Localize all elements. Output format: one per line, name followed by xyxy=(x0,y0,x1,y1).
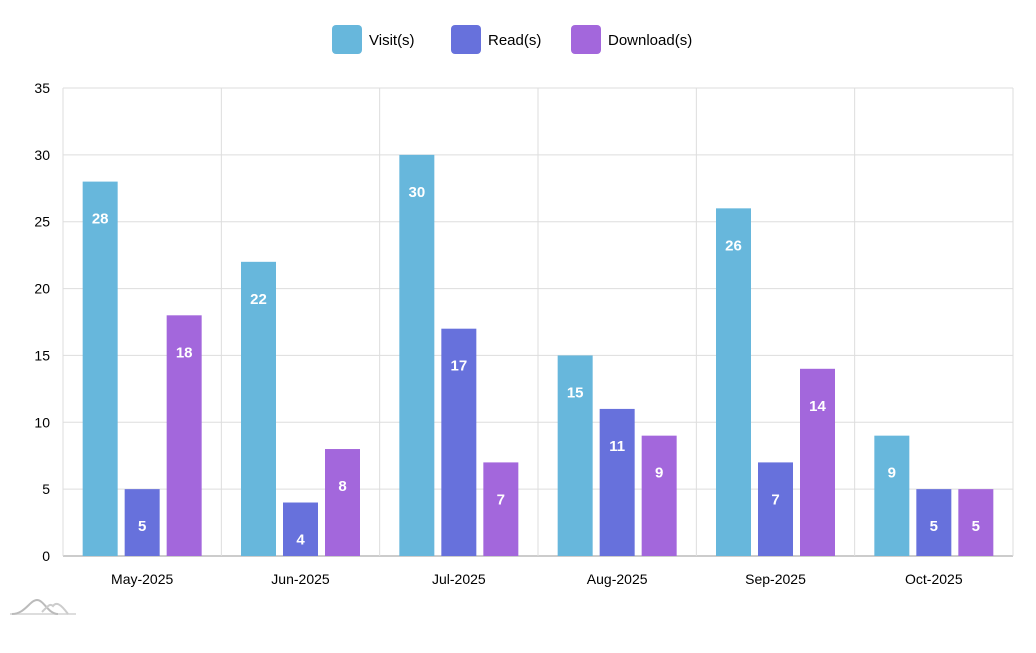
bar-reads[interactable] xyxy=(758,462,793,556)
legend-label: Download(s) xyxy=(608,32,692,49)
bar-downloads[interactable] xyxy=(800,368,835,556)
x-tick-label: Oct-2025 xyxy=(905,571,963,587)
legend-item[interactable]: Download(s) xyxy=(571,25,692,54)
data-label: 5 xyxy=(138,518,146,535)
bar-reads[interactable] xyxy=(283,502,318,556)
data-label: 9 xyxy=(655,465,663,482)
legend-item[interactable]: Visit(s) xyxy=(332,25,415,54)
data-label: 15 xyxy=(567,384,584,401)
bar-reads[interactable] xyxy=(441,328,477,556)
legend-item[interactable]: Read(s) xyxy=(451,25,541,54)
bar-downloads[interactable] xyxy=(483,462,519,556)
bar-downloads[interactable] xyxy=(166,315,202,556)
bar-visits[interactable] xyxy=(557,355,593,556)
y-tick-label: 15 xyxy=(34,347,50,363)
legend-marker xyxy=(332,25,362,54)
bar-reads[interactable] xyxy=(599,408,635,556)
bar-visits[interactable] xyxy=(82,181,118,556)
data-label: 5 xyxy=(972,518,980,535)
data-label: 18 xyxy=(176,344,193,361)
legend-marker xyxy=(571,25,601,54)
data-label: 17 xyxy=(450,358,467,375)
legend-label: Read(s) xyxy=(488,32,541,49)
data-label: 22 xyxy=(250,291,267,308)
data-label: 8 xyxy=(338,478,346,495)
bar-visits[interactable] xyxy=(399,154,435,556)
bar-downloads[interactable] xyxy=(325,449,360,556)
y-tick-label: 25 xyxy=(34,214,50,230)
y-tick-label: 35 xyxy=(34,80,50,96)
bar-reads[interactable] xyxy=(916,489,952,556)
data-label: 26 xyxy=(725,237,742,254)
y-tick-label: 20 xyxy=(34,281,50,297)
data-label: 9 xyxy=(888,465,896,482)
legend-marker xyxy=(451,25,481,54)
x-tick-label: Jun-2025 xyxy=(271,571,330,587)
x-tick-label: May-2025 xyxy=(111,571,173,587)
data-label: 5 xyxy=(930,518,938,535)
data-label: 30 xyxy=(408,184,425,201)
bar-visits[interactable] xyxy=(716,208,751,557)
bar-visits[interactable] xyxy=(241,261,276,556)
bar-downloads[interactable] xyxy=(958,489,994,556)
x-tick-label: Jul-2025 xyxy=(432,571,486,587)
data-label: 11 xyxy=(609,438,625,455)
bar-reads[interactable] xyxy=(124,489,160,556)
y-tick-label: 10 xyxy=(34,414,50,430)
y-tick-label: 5 xyxy=(42,481,50,497)
data-label: 14 xyxy=(809,398,826,415)
data-label: 7 xyxy=(497,491,505,508)
y-tick-label: 30 xyxy=(34,147,50,163)
legend-label: Visit(s) xyxy=(369,32,415,49)
bar-visits[interactable] xyxy=(874,435,910,556)
bar-downloads[interactable] xyxy=(641,435,677,556)
x-tick-label: Sep-2025 xyxy=(745,571,806,587)
data-label: 4 xyxy=(296,532,305,549)
chart-logo-icon xyxy=(10,598,76,615)
data-label: 28 xyxy=(92,211,109,228)
y-tick-label: 0 xyxy=(42,548,50,564)
data-label: 7 xyxy=(771,491,779,508)
x-tick-label: Aug-2025 xyxy=(587,571,648,587)
